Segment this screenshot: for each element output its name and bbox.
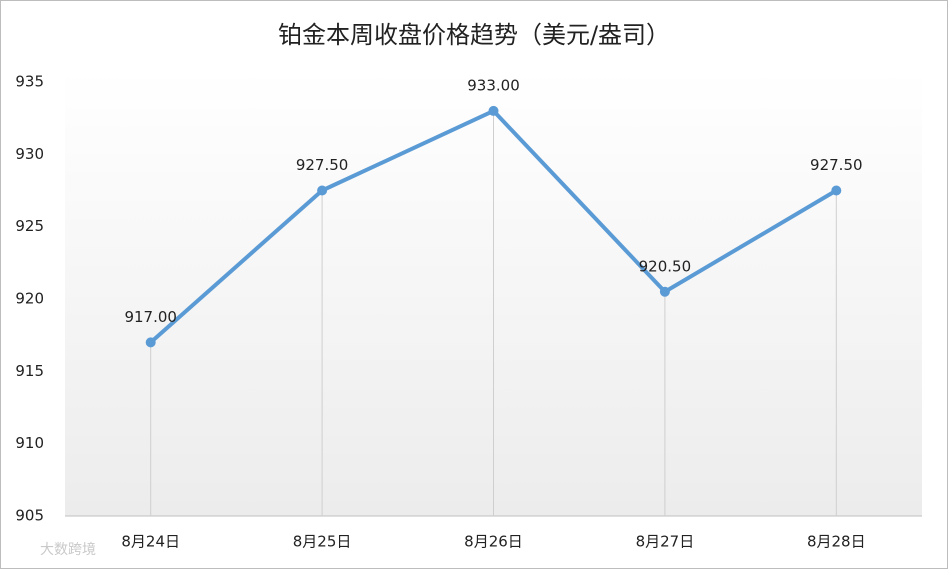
y-tick-label: 930: [15, 145, 44, 163]
x-tick-label: 8月27日: [636, 533, 695, 551]
x-tick-label: 8月24日: [121, 533, 180, 551]
value-label: 933.00: [467, 76, 520, 94]
value-label: 917.00: [124, 308, 177, 326]
y-tick-label: 925: [15, 217, 44, 235]
y-tick-label: 905: [15, 507, 44, 525]
x-tick-label: 8月25日: [293, 533, 352, 551]
x-tick-label: 8月28日: [807, 533, 866, 551]
y-tick-label: 935: [15, 73, 44, 91]
watermark: 大数跨境: [40, 542, 96, 558]
point: [317, 185, 328, 196]
value-label: 927.50: [296, 156, 349, 174]
y-tick-label: 915: [15, 362, 44, 380]
point: [659, 286, 670, 297]
value-label: 920.50: [639, 257, 692, 275]
point: [831, 185, 842, 196]
x-tick-label: 8月26日: [464, 533, 523, 551]
chart-title: 铂金本周收盘价格趋势（美元/盎司）: [278, 21, 670, 49]
point: [488, 105, 499, 116]
value-label: 927.50: [810, 156, 863, 174]
y-tick-label: 910: [15, 434, 44, 452]
point: [145, 337, 156, 348]
y-tick-label: 920: [15, 290, 44, 308]
